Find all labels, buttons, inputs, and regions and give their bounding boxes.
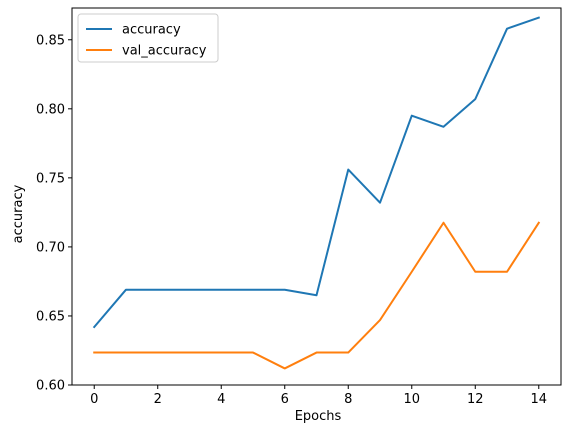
legend-label-val-accuracy: val_accuracy [122, 44, 207, 59]
x-axis-title: Epochs [295, 409, 342, 424]
y-tick-label: 0.85 [36, 33, 65, 48]
x-tick-label: 6 [281, 392, 289, 407]
x-tick-label: 0 [90, 392, 98, 407]
legend: accuracy val_accuracy [77, 13, 219, 63]
y-axis-title: accuracy [11, 184, 26, 243]
series-line-val-accuracy [93, 221, 541, 370]
legend-label-accuracy: accuracy [122, 23, 181, 38]
x-tick-label: 8 [344, 392, 352, 407]
x-tick-label: 10 [403, 392, 420, 407]
y-tick-label: 0.75 [36, 171, 65, 186]
legend-box [77, 13, 219, 63]
y-tick-label: 0.70 [36, 240, 65, 255]
plot-area: 0 2 4 6 8 10 12 14 0.60 0.65 0.70 0.75 0.80 0.85 [36, 7, 562, 407]
y-tick-label: 0.65 [36, 309, 65, 324]
x-tick-label: 2 [154, 392, 162, 407]
series-line-accuracy [92, 16, 541, 329]
axes-frame [71, 7, 562, 386]
y-tick-label: 0.60 [36, 379, 65, 394]
y-tick-label: 0.80 [36, 102, 65, 117]
x-tick-label: 14 [530, 392, 547, 407]
x-tick-label: 4 [217, 392, 225, 407]
x-tick-label: 12 [467, 392, 484, 407]
